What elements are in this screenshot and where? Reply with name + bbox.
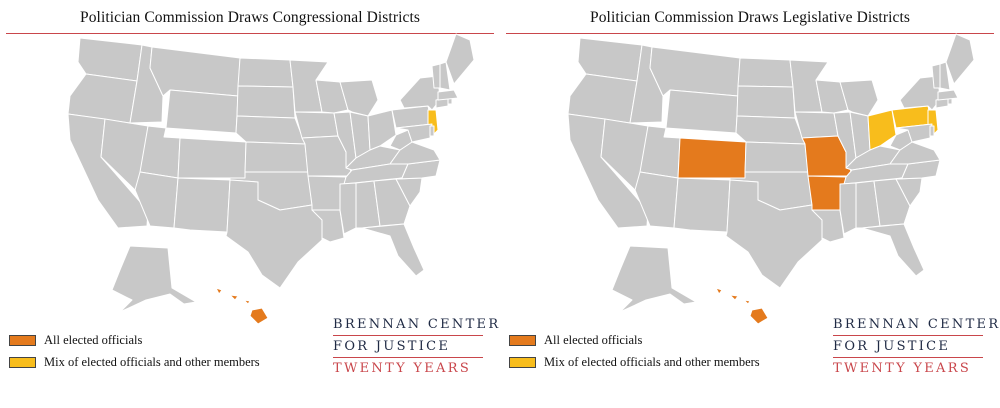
state-arizona [634, 171, 679, 229]
state-ohio [867, 109, 897, 151]
state-texas [725, 179, 823, 289]
state-maine [945, 33, 975, 85]
state-maine [445, 33, 475, 85]
state-wisconsin [815, 79, 849, 114]
state-kansas [744, 141, 809, 173]
logo-rule [833, 335, 983, 336]
state-wisconsin [315, 79, 349, 114]
state-texas [225, 179, 323, 289]
logo-rule [333, 335, 483, 336]
state-south-dakota [236, 85, 296, 119]
state-nebraska [235, 115, 306, 145]
logo-line-3: TWENTY YEARS [833, 361, 972, 376]
legend-label-all-elected: All elected officials [44, 333, 143, 347]
title-rule [506, 33, 994, 34]
state-georgia [373, 178, 411, 227]
state-alaska [111, 245, 197, 313]
title-rule [6, 33, 494, 34]
state-florida [861, 223, 925, 277]
state-georgia [873, 178, 911, 227]
state-mississippi [339, 182, 357, 235]
congressional-map-panel: Politician Commission Draws Congressiona… [6, 9, 501, 378]
state-vermont [931, 63, 941, 89]
state-wyoming [165, 89, 239, 134]
state-ohio [367, 109, 397, 151]
legislative-map-panel: Politician Commission Draws Legislative … [500, 0, 1000, 408]
legend-label-mixed: Mix of elected officials and other membe… [44, 355, 260, 369]
logo-line-1: BRENNAN CENTER [833, 317, 1000, 332]
state-wyoming [665, 89, 739, 134]
state-colorado [177, 137, 247, 179]
state-new-mexico [173, 177, 231, 233]
logo-line-3: TWENTY YEARS [333, 361, 472, 376]
state-delaware [929, 125, 935, 137]
state-delaware [429, 125, 435, 137]
state-north-dakota [237, 57, 294, 88]
logo-line-2: FOR JUSTICE [833, 339, 951, 354]
state-alaska [611, 245, 697, 313]
state-iowa [794, 111, 839, 139]
state-montana [649, 46, 741, 97]
state-arizona [134, 171, 179, 229]
state-mississippi [839, 182, 857, 235]
state-west-virginia [389, 129, 413, 151]
legend-label-all-elected: All elected officials [544, 333, 643, 347]
logo-line-1: BRENNAN CENTER [333, 317, 501, 332]
state-massachusetts [437, 89, 459, 101]
legend-swatch-all-elected [509, 335, 536, 346]
brennan-center-logo: BRENNAN CENTER FOR JUSTICE TWENTY YEARS [833, 316, 1000, 378]
state-montana [149, 46, 241, 97]
state-hawaii [715, 287, 769, 325]
logo-line-2: FOR JUSTICE [333, 339, 451, 354]
legend-swatch-mixed [9, 357, 36, 368]
state-colorado [677, 137, 747, 179]
state-maryland [895, 123, 933, 143]
us-map [567, 33, 975, 325]
logo-rule [333, 357, 483, 358]
state-vermont [431, 63, 441, 89]
brennan-center-logo: BRENNAN CENTER FOR JUSTICE TWENTY YEARS [333, 316, 501, 378]
state-north-dakota [737, 57, 794, 88]
state-massachusetts [937, 89, 959, 101]
legend-label-mixed: Mix of elected officials and other membe… [544, 355, 760, 369]
state-maryland [395, 123, 433, 143]
state-hawaii [215, 287, 269, 325]
map-title: Politician Commission Draws Legislative … [589, 9, 911, 26]
legend-swatch-mixed [509, 357, 536, 368]
state-south-dakota [736, 85, 796, 119]
state-florida [361, 223, 425, 277]
logo-rule [833, 357, 983, 358]
us-map [67, 33, 475, 325]
state-new-mexico [673, 177, 731, 233]
state-west-virginia [889, 129, 913, 151]
state-kansas [244, 141, 309, 173]
legend-swatch-all-elected [9, 335, 36, 346]
state-nebraska [735, 115, 806, 145]
state-iowa [294, 111, 339, 139]
state-new-hampshire [439, 61, 451, 91]
map-title: Politician Commission Draws Congressiona… [79, 9, 421, 26]
state-new-hampshire [939, 61, 951, 91]
